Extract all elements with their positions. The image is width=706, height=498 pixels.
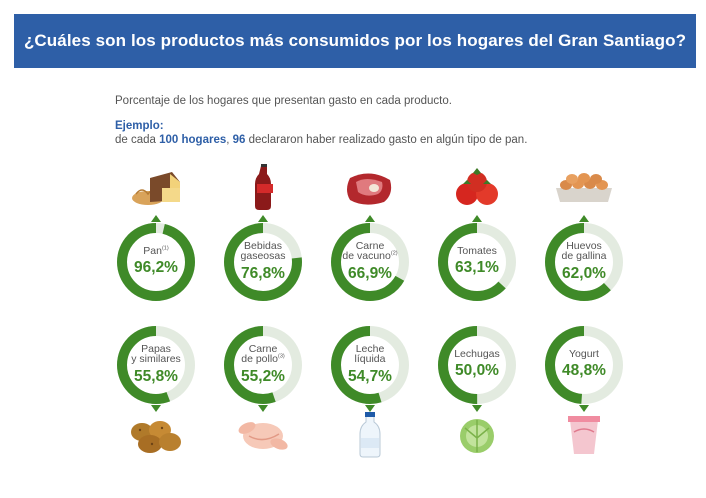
percentage-value: 48,8% bbox=[562, 362, 606, 380]
product-name: Carne bbox=[355, 239, 385, 252]
donut-ring-8 bbox=[331, 326, 409, 412]
example-label: Ejemplo: bbox=[115, 120, 164, 132]
ring-value-arc bbox=[545, 223, 623, 301]
ring-pointer bbox=[258, 405, 268, 412]
product-name: Lechugas bbox=[454, 347, 500, 360]
ring-value-arc bbox=[224, 223, 302, 301]
product-name: y similares bbox=[131, 353, 181, 365]
ring-pointer bbox=[579, 215, 589, 222]
ring-value-arc bbox=[438, 326, 516, 404]
footnote-marker: (1) bbox=[161, 245, 169, 252]
product-name: Pan bbox=[143, 244, 162, 257]
yogurt-cup-icon bbox=[554, 410, 614, 454]
ring-value-arc bbox=[438, 223, 516, 301]
ring-pointer bbox=[151, 405, 161, 412]
percentage-value: 54,7% bbox=[348, 367, 392, 385]
percentage-value: 63,1% bbox=[455, 259, 499, 277]
ring-pointer bbox=[151, 215, 161, 222]
percentage-value: 76,8% bbox=[241, 264, 285, 282]
ring-label-6: Papas y similares 55,8% bbox=[114, 342, 198, 385]
ring-value-arc bbox=[117, 326, 195, 404]
donut-ring-6 bbox=[117, 326, 195, 412]
donut-ring-5 bbox=[545, 215, 623, 301]
donut-ring-2 bbox=[224, 215, 302, 301]
ring-label-3: Carne de vacuno(2) 66,9% bbox=[328, 239, 412, 282]
ring-label-4: Tomates 63,1% bbox=[435, 246, 519, 276]
ring-pointer bbox=[472, 215, 482, 222]
product-name: de gallina bbox=[561, 250, 607, 262]
chart-subtitle: Porcentaje de los hogares que presentan … bbox=[115, 95, 452, 107]
tomato-icon bbox=[447, 164, 507, 208]
ring-label-8: Leche líquida 54,7% bbox=[328, 342, 412, 385]
product-name: Bebidas bbox=[244, 239, 282, 252]
ring-pointer bbox=[258, 215, 268, 222]
ring-label-10: Yogurt 48,8% bbox=[542, 349, 626, 379]
ring-value-arc bbox=[331, 326, 409, 404]
page-title-banner: ¿Cuáles son los productos más consumidos… bbox=[14, 14, 696, 68]
soda-bottle-icon bbox=[233, 164, 293, 210]
percentage-value: 50,0% bbox=[455, 362, 499, 380]
footnote-marker: (3) bbox=[278, 353, 285, 360]
ring-value-arc bbox=[117, 223, 195, 301]
donut-ring-7 bbox=[224, 326, 302, 412]
ring-pointer bbox=[472, 405, 482, 412]
product-name: de vacuno bbox=[342, 250, 391, 262]
ring-label-2: Bebidas gaseosas 76,8% bbox=[221, 239, 305, 282]
ring-pointer bbox=[579, 405, 589, 412]
beef-icon bbox=[340, 164, 400, 208]
ring-label-7: Carne de pollo(3) 55,2% bbox=[221, 342, 305, 385]
ring-label-5: Huevos de gallina 62,0% bbox=[542, 239, 626, 282]
ring-pointer bbox=[365, 405, 375, 412]
ring-value-arc bbox=[331, 223, 409, 301]
product-name: de pollo bbox=[241, 353, 279, 365]
lettuce-icon bbox=[447, 410, 507, 454]
egg-carton-icon bbox=[554, 164, 614, 208]
example-text: de cada 100 hogares, 96 declararon haber… bbox=[115, 134, 528, 146]
ring-value-arc bbox=[545, 326, 623, 404]
product-name: Papas bbox=[141, 342, 171, 355]
chicken-icon bbox=[233, 410, 293, 454]
ring-label-9: Lechugas 50,0% bbox=[435, 349, 519, 379]
product-name: gaseosas bbox=[240, 250, 286, 262]
donut-ring-9 bbox=[438, 326, 516, 412]
potato-icon bbox=[126, 410, 186, 454]
product-name: líquida bbox=[354, 353, 386, 365]
product-name: Tomates bbox=[457, 244, 497, 257]
product-name: Carne bbox=[248, 342, 278, 355]
percentage-value: 55,2% bbox=[241, 367, 285, 385]
milk-bottle-icon bbox=[340, 410, 400, 458]
donut-ring-1 bbox=[117, 215, 195, 301]
page-title: ¿Cuáles son los productos más consumidos… bbox=[23, 31, 687, 50]
ring-pointer bbox=[365, 215, 375, 222]
percentage-value: 55,8% bbox=[134, 367, 178, 385]
percentage-value: 66,9% bbox=[348, 264, 392, 282]
product-name: Huevos bbox=[566, 239, 602, 252]
donut-ring-4 bbox=[438, 215, 516, 301]
percentage-value: 62,0% bbox=[562, 264, 606, 282]
donut-ring-10 bbox=[545, 326, 623, 412]
footnote-marker: (2) bbox=[390, 250, 398, 257]
percentage-value: 96,2% bbox=[134, 259, 178, 277]
ring-value-arc bbox=[224, 326, 302, 404]
donut-ring-3 bbox=[331, 215, 409, 301]
product-name: Leche bbox=[355, 342, 385, 355]
ring-label-1: Pan(1) 96,2% bbox=[114, 246, 198, 276]
product-name: Yogurt bbox=[569, 347, 599, 360]
bread-icon bbox=[126, 164, 186, 208]
